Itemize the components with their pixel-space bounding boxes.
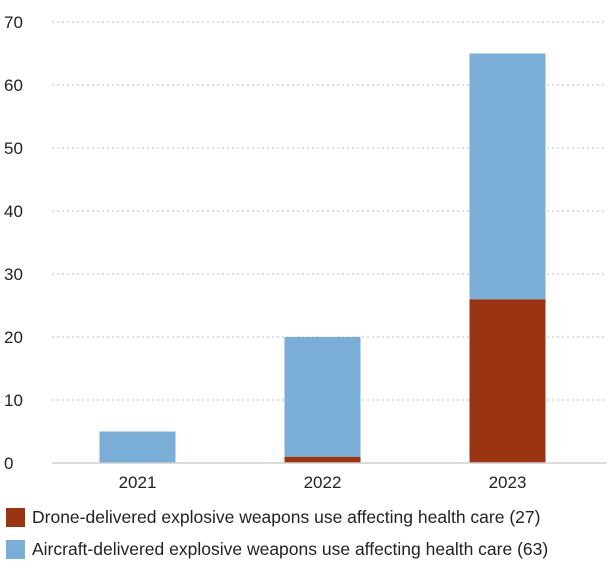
bar-2022-drone [284, 456, 361, 463]
legend-item-aircraft: Aircraft-delivered explosive weapons use… [6, 535, 615, 563]
legend-label-drone: Drone-delivered explosive weapons use af… [32, 506, 541, 527]
y-tick-label: 60 [4, 76, 23, 95]
bar-2022-aircraft [284, 337, 361, 457]
y-tick-label: 40 [4, 202, 23, 221]
x-tick-label-2022: 2022 [304, 473, 342, 492]
legend-swatch-aircraft [6, 539, 25, 559]
x-axis-ticks: 2021 2022 2023 [119, 473, 527, 492]
y-tick-label: 0 [4, 454, 13, 473]
bar-2023-aircraft [469, 53, 546, 300]
stacked-bar-chart: 0 10 20 30 40 50 60 70 2021 2022 2023 [4, 13, 607, 492]
bars [99, 53, 546, 463]
y-tick-label: 50 [4, 139, 23, 158]
bar-2021-aircraft [99, 431, 176, 463]
y-tick-label: 70 [4, 13, 23, 32]
y-tick-label: 20 [4, 328, 23, 347]
legend: Drone-delivered explosive weapons use af… [6, 503, 615, 567]
y-axis-ticks: 0 10 20 30 40 50 60 70 [4, 13, 23, 473]
bar-2023-drone [469, 299, 546, 463]
legend-label-aircraft: Aircraft-delivered explosive weapons use… [32, 538, 549, 559]
y-tick-label: 10 [4, 391, 23, 410]
x-tick-label-2021: 2021 [119, 473, 157, 492]
legend-swatch-drone [6, 507, 25, 527]
legend-item-drone: Drone-delivered explosive weapons use af… [6, 503, 615, 531]
x-tick-label-2023: 2023 [489, 473, 527, 492]
y-tick-label: 30 [4, 265, 23, 284]
